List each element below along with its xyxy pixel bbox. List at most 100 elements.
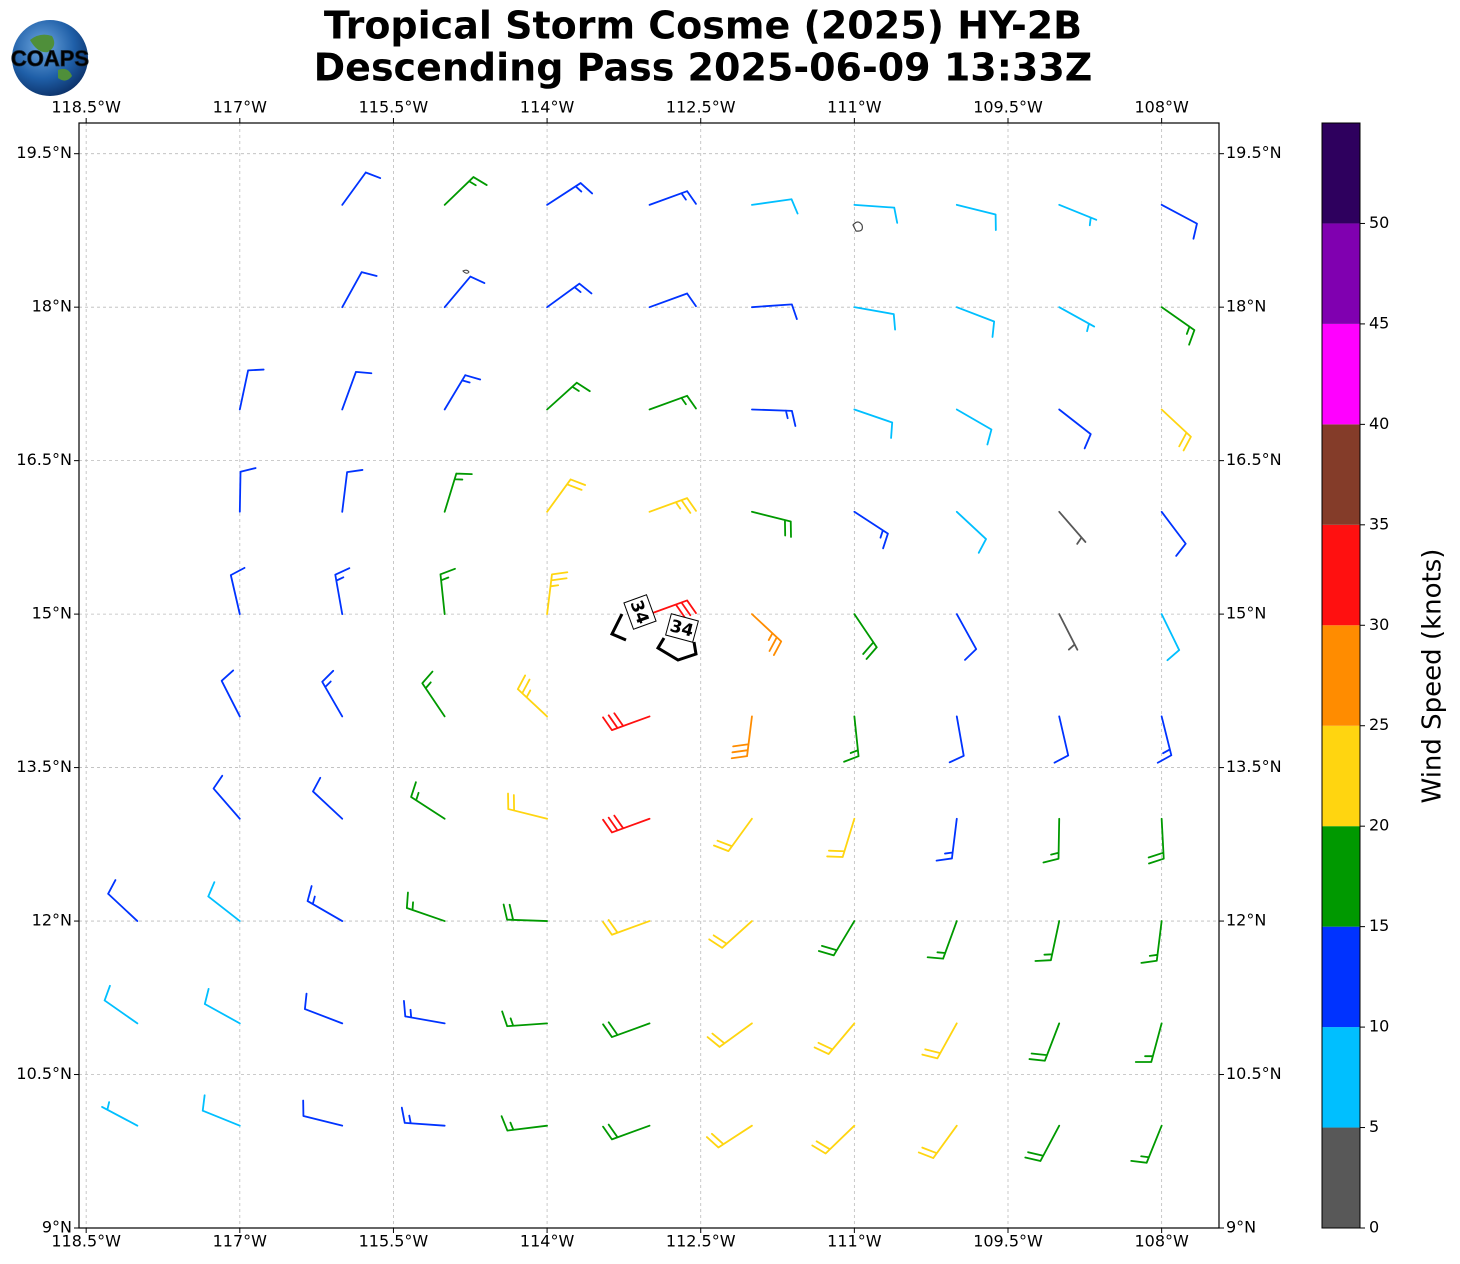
wind-barb — [101, 1101, 139, 1127]
wind-barb — [853, 613, 878, 660]
colorbar-tick-label: 50 — [1369, 213, 1389, 232]
wind-barb — [602, 712, 651, 732]
wind-barb — [238, 368, 265, 411]
wind-barb — [229, 566, 246, 616]
y-tick-label: 13.5°N — [16, 757, 72, 776]
wind-barb — [238, 467, 257, 513]
wind-barb — [443, 374, 482, 411]
wind-barb — [1160, 613, 1181, 662]
colorbar-swatch — [1322, 1127, 1360, 1228]
x-tick-label: 112.5°W — [666, 98, 736, 117]
wind-barb — [1160, 408, 1192, 452]
wind-barb — [1156, 715, 1173, 764]
x-tick-label: 108°W — [1134, 1232, 1189, 1251]
wind-barb — [303, 992, 344, 1025]
x-tick-label: 111°W — [827, 1232, 882, 1251]
wind-barb — [648, 599, 697, 619]
x-tick-label: 117°W — [213, 98, 268, 117]
wind-barb — [706, 1022, 753, 1048]
wind-barb — [648, 292, 697, 309]
wind-barb — [1034, 920, 1061, 962]
wind-barb — [546, 478, 586, 513]
x-tick-label: 115.5°W — [359, 1232, 429, 1251]
colorbar-tick-label: 5 — [1369, 1117, 1379, 1136]
wind-barb — [853, 510, 889, 550]
wind-barb — [602, 919, 651, 936]
wind-barb — [955, 408, 993, 446]
y-tick-label: 12°N — [1226, 911, 1266, 930]
wind-barb — [410, 781, 446, 820]
wind-barb — [546, 381, 591, 411]
x-tick-label: 108°W — [1134, 98, 1189, 117]
x-tick-label: 114°W — [520, 1232, 575, 1251]
wind-barb — [421, 670, 446, 718]
wind-barb — [713, 817, 753, 853]
wind-barb — [1024, 1124, 1061, 1162]
wind-barb — [1134, 1022, 1163, 1063]
colorbar-tick-label: 45 — [1369, 313, 1389, 332]
wind-barb — [751, 510, 792, 538]
wind-barb — [648, 190, 697, 206]
plot-frame — [78, 122, 1220, 1229]
wind-barb — [826, 817, 856, 858]
wind-barb — [334, 567, 351, 616]
y-tick-label: 18°N — [1226, 297, 1266, 316]
colorbar-swatch — [1322, 826, 1360, 927]
colorbar-swatch — [1322, 524, 1360, 626]
colorbar-tick-label: 10 — [1369, 1017, 1389, 1036]
y-tick-label: 10.5°N — [1226, 1064, 1282, 1083]
contour-label-box — [665, 613, 699, 643]
colorbar-frame — [1321, 122, 1361, 1229]
wind-barb — [220, 669, 241, 718]
wind-barb — [1147, 817, 1165, 865]
wind-barb — [1130, 1124, 1163, 1164]
wind-barb — [1058, 613, 1079, 651]
y-tick-label: 19.5°N — [1226, 143, 1282, 162]
wind-barb — [500, 1115, 548, 1132]
wind-barb — [443, 472, 473, 513]
wind-barb — [207, 881, 241, 922]
wind-barb — [1053, 715, 1070, 764]
wind-barb — [853, 306, 896, 331]
contour-label-box — [623, 594, 657, 630]
colorbar-tick-label: 25 — [1369, 715, 1389, 734]
wind-barb — [212, 774, 241, 820]
wind-barb — [341, 171, 382, 206]
wind-barb — [926, 920, 958, 960]
wind-barb — [516, 674, 548, 718]
colorbar-tick-label: 35 — [1369, 514, 1389, 533]
y-tick-label: 9°N — [42, 1218, 72, 1237]
contour-line — [609, 613, 627, 642]
colorbar-tick-label: 0 — [1369, 1218, 1379, 1237]
wind-barb — [602, 1123, 651, 1141]
y-tick-label: 19.5°N — [16, 143, 72, 162]
x-tick-label: 118.5°W — [51, 98, 121, 117]
wind-barb — [708, 920, 753, 949]
wind-barb — [546, 182, 594, 206]
wind-barb — [1058, 306, 1096, 333]
wind-barb — [306, 885, 344, 922]
wind-barb — [546, 282, 593, 309]
wind-barb — [403, 1000, 446, 1025]
wind-barb — [103, 984, 139, 1025]
colorbar-tick-label: 15 — [1369, 916, 1389, 935]
colorbar-swatch — [1322, 725, 1360, 827]
wind-barb — [955, 306, 996, 338]
y-tick-label: 12°N — [32, 911, 72, 930]
logo-land — [30, 34, 72, 81]
logo: COAPS — [10, 20, 90, 96]
wind-barb — [921, 1022, 958, 1060]
wind-barb — [400, 1106, 446, 1127]
wind-barb — [1160, 203, 1198, 240]
y-tick-label: 9°N — [1226, 1218, 1256, 1237]
colorbar-label: Wind Speed (knots) — [1418, 549, 1448, 804]
island — [462, 269, 470, 274]
wind-barb — [602, 1021, 651, 1038]
wind-barb — [955, 203, 997, 231]
wind-barb — [321, 669, 344, 718]
wind-barb — [948, 715, 965, 764]
x-tick-label: 114°W — [520, 98, 575, 117]
colorbar: 0 5 10 15 20 25 30 35 40 45 50 — [1321, 122, 1389, 1237]
wind-barb — [751, 613, 783, 656]
wind-barb — [935, 817, 958, 862]
